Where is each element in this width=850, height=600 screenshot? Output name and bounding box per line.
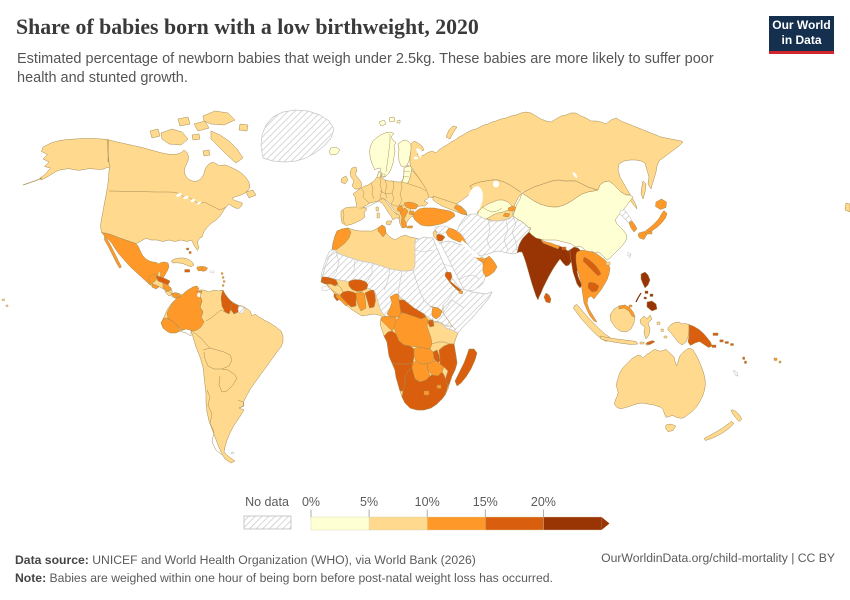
svg-text:10%: 10% [415, 495, 440, 509]
svg-text:15%: 15% [473, 495, 498, 509]
svg-text:5%: 5% [360, 495, 378, 509]
svg-text:No data: No data [245, 495, 289, 509]
svg-text:20%: 20% [531, 495, 556, 509]
svg-text:0%: 0% [302, 495, 320, 509]
